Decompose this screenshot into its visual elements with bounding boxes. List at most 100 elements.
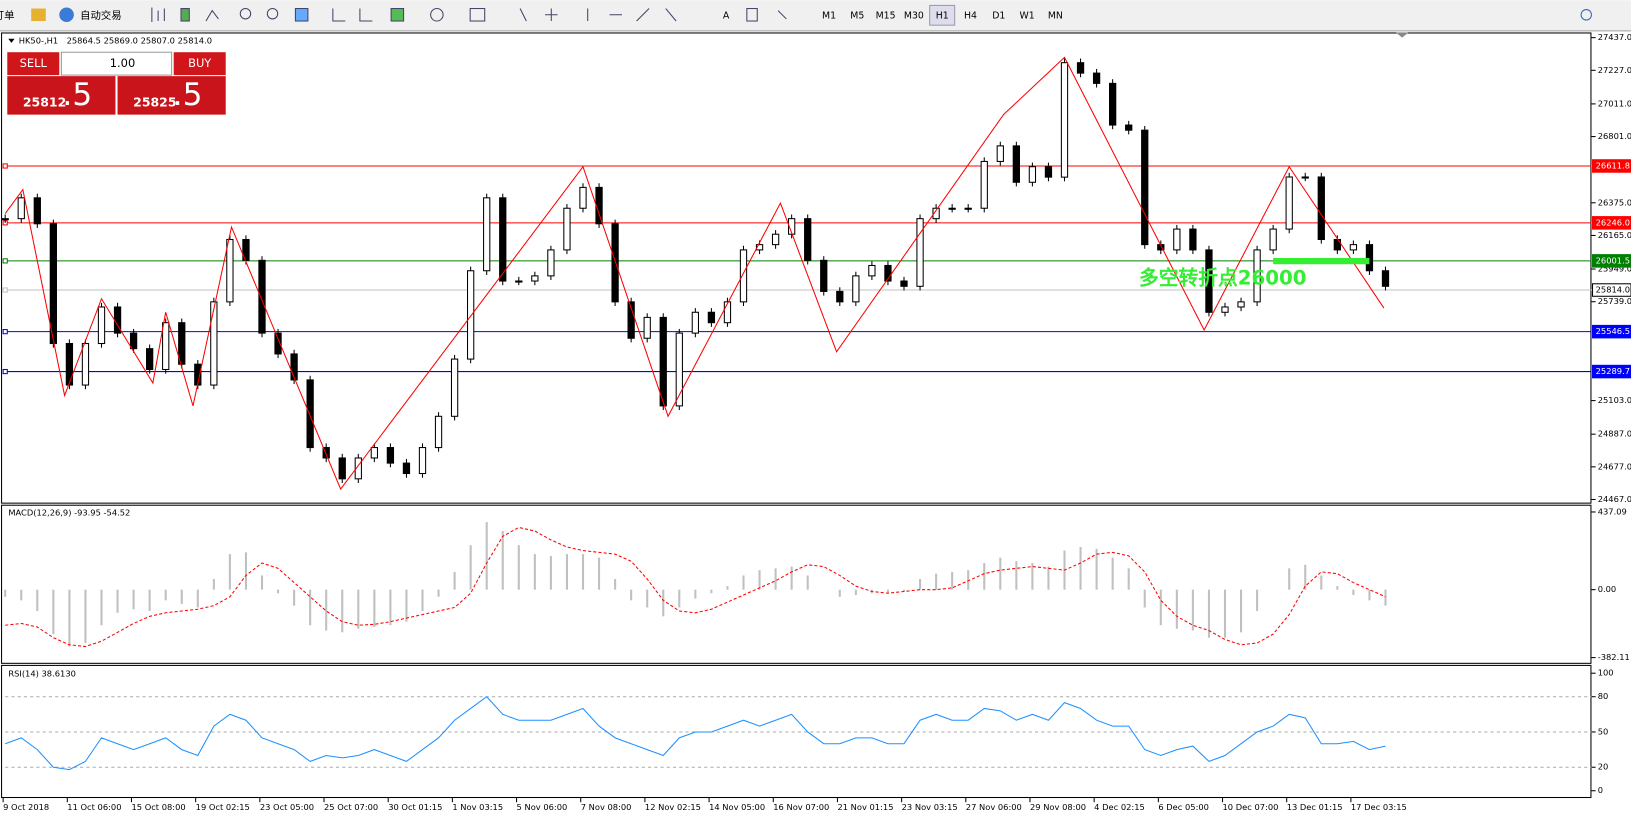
x-tick-label: 1 Nov 03:15 xyxy=(452,802,503,812)
level-label-box xyxy=(1591,254,1631,268)
candle xyxy=(467,270,475,360)
macd-bar xyxy=(180,589,183,604)
candle xyxy=(755,244,764,251)
macd-bar xyxy=(1191,589,1194,631)
macd-bar xyxy=(84,589,87,644)
candle xyxy=(948,207,956,210)
y-tick-label: 80 xyxy=(1598,691,1609,701)
candle xyxy=(17,197,25,220)
candle xyxy=(370,447,378,459)
timeframe-button[interactable]: W1 xyxy=(1019,10,1034,21)
macd-bar xyxy=(999,557,1002,590)
candle xyxy=(723,301,732,324)
buy-label: BUY xyxy=(188,56,212,70)
level-handle xyxy=(2,287,8,293)
timeframe-button[interactable]: M30 xyxy=(904,10,924,21)
timeframe-button[interactable]: D1 xyxy=(992,10,1005,21)
level-handle xyxy=(2,368,8,375)
candle xyxy=(1381,270,1390,287)
x-tick-label: 23 Nov 03:15 xyxy=(902,802,958,812)
macd-bar xyxy=(646,589,649,608)
candle xyxy=(1221,306,1229,313)
level-label: 25546.5 xyxy=(1596,326,1630,336)
auto-trading-button[interactable]: 自动交易 xyxy=(80,9,122,22)
candle xyxy=(852,275,860,303)
macd-bar xyxy=(774,568,777,590)
timeframe-active xyxy=(929,4,956,26)
y-tick-label: 100 xyxy=(1598,668,1614,678)
icon xyxy=(59,7,74,23)
candle xyxy=(434,415,443,449)
x-tick-label: 12 Nov 02:15 xyxy=(645,802,701,812)
candle xyxy=(916,218,924,287)
candle xyxy=(996,145,1004,162)
sell-button[interactable] xyxy=(7,52,60,76)
bid-main: 25812 xyxy=(23,95,66,110)
macd-bar xyxy=(36,589,39,612)
lot-input[interactable] xyxy=(60,51,173,76)
macd-bar xyxy=(1207,589,1210,638)
timeframe-button[interactable]: H1 xyxy=(936,10,949,21)
candle xyxy=(707,311,716,324)
candle xyxy=(354,457,362,480)
macd-bar xyxy=(4,589,7,597)
macd-bar xyxy=(742,575,745,590)
macd-bar xyxy=(1127,568,1130,590)
macd-bar xyxy=(854,589,857,596)
x-tick-label: 5 Nov 06:00 xyxy=(517,802,568,812)
orders-button[interactable]: 订单 xyxy=(0,10,15,22)
candle xyxy=(579,186,587,209)
candle xyxy=(418,447,427,475)
macd-bar xyxy=(437,589,440,597)
macd-bar xyxy=(935,573,938,590)
macd-bar xyxy=(244,552,247,590)
candle xyxy=(1076,62,1085,74)
candle xyxy=(1,218,9,221)
rsi-panel xyxy=(1,664,1592,799)
x-tick-label: 13 Dec 01:15 xyxy=(1287,802,1343,812)
macd-bar xyxy=(678,589,681,608)
candle xyxy=(402,462,411,475)
y-tick-label: 50 xyxy=(1598,726,1609,736)
macd-bar xyxy=(1368,589,1371,601)
tool-icons: A xyxy=(151,7,787,23)
timeframe-button[interactable]: M5 xyxy=(850,10,864,21)
macd-bar xyxy=(148,589,151,612)
macd-bar xyxy=(1352,589,1355,596)
buy-button[interactable] xyxy=(173,52,226,76)
macd-bar xyxy=(565,554,568,590)
timeframe-button[interactable]: M1 xyxy=(822,10,836,21)
timeframe-button[interactable]: H4 xyxy=(964,10,977,21)
macd-bar xyxy=(790,566,793,590)
y-tick-label: 25739.0 xyxy=(1598,296,1631,306)
shift-marker xyxy=(1395,32,1409,38)
candle xyxy=(1125,124,1133,131)
candle xyxy=(932,207,940,220)
macd-bar xyxy=(1143,589,1146,608)
sell-price-box[interactable] xyxy=(7,76,116,115)
y-tick-label: 26165.0 xyxy=(1598,230,1631,240)
macd-bar xyxy=(1175,589,1178,629)
candle xyxy=(1060,62,1069,178)
ask-main: 25825 xyxy=(133,95,176,110)
buy-price-box[interactable] xyxy=(117,76,226,115)
candle xyxy=(675,332,683,407)
macd-bar xyxy=(52,589,55,635)
candle xyxy=(338,457,346,480)
macd-panel xyxy=(1,504,1592,664)
candle xyxy=(386,447,395,464)
macd-bar xyxy=(1240,589,1243,633)
svg-text:A: A xyxy=(723,10,730,21)
macd-bar xyxy=(710,589,713,594)
macd-bar xyxy=(902,589,906,592)
macd-bar xyxy=(694,589,697,599)
candle xyxy=(226,238,234,303)
candle xyxy=(659,316,667,407)
macd-bar xyxy=(1256,589,1259,612)
timeframe-button[interactable]: MN xyxy=(1048,10,1063,21)
x-tick-label: 14 Nov 05:00 xyxy=(709,802,765,812)
indicator-title: MACD(12,26,9) -93.95 -54.52 xyxy=(8,508,130,518)
macd-bar xyxy=(389,589,392,626)
timeframe-button[interactable]: M15 xyxy=(876,10,896,21)
